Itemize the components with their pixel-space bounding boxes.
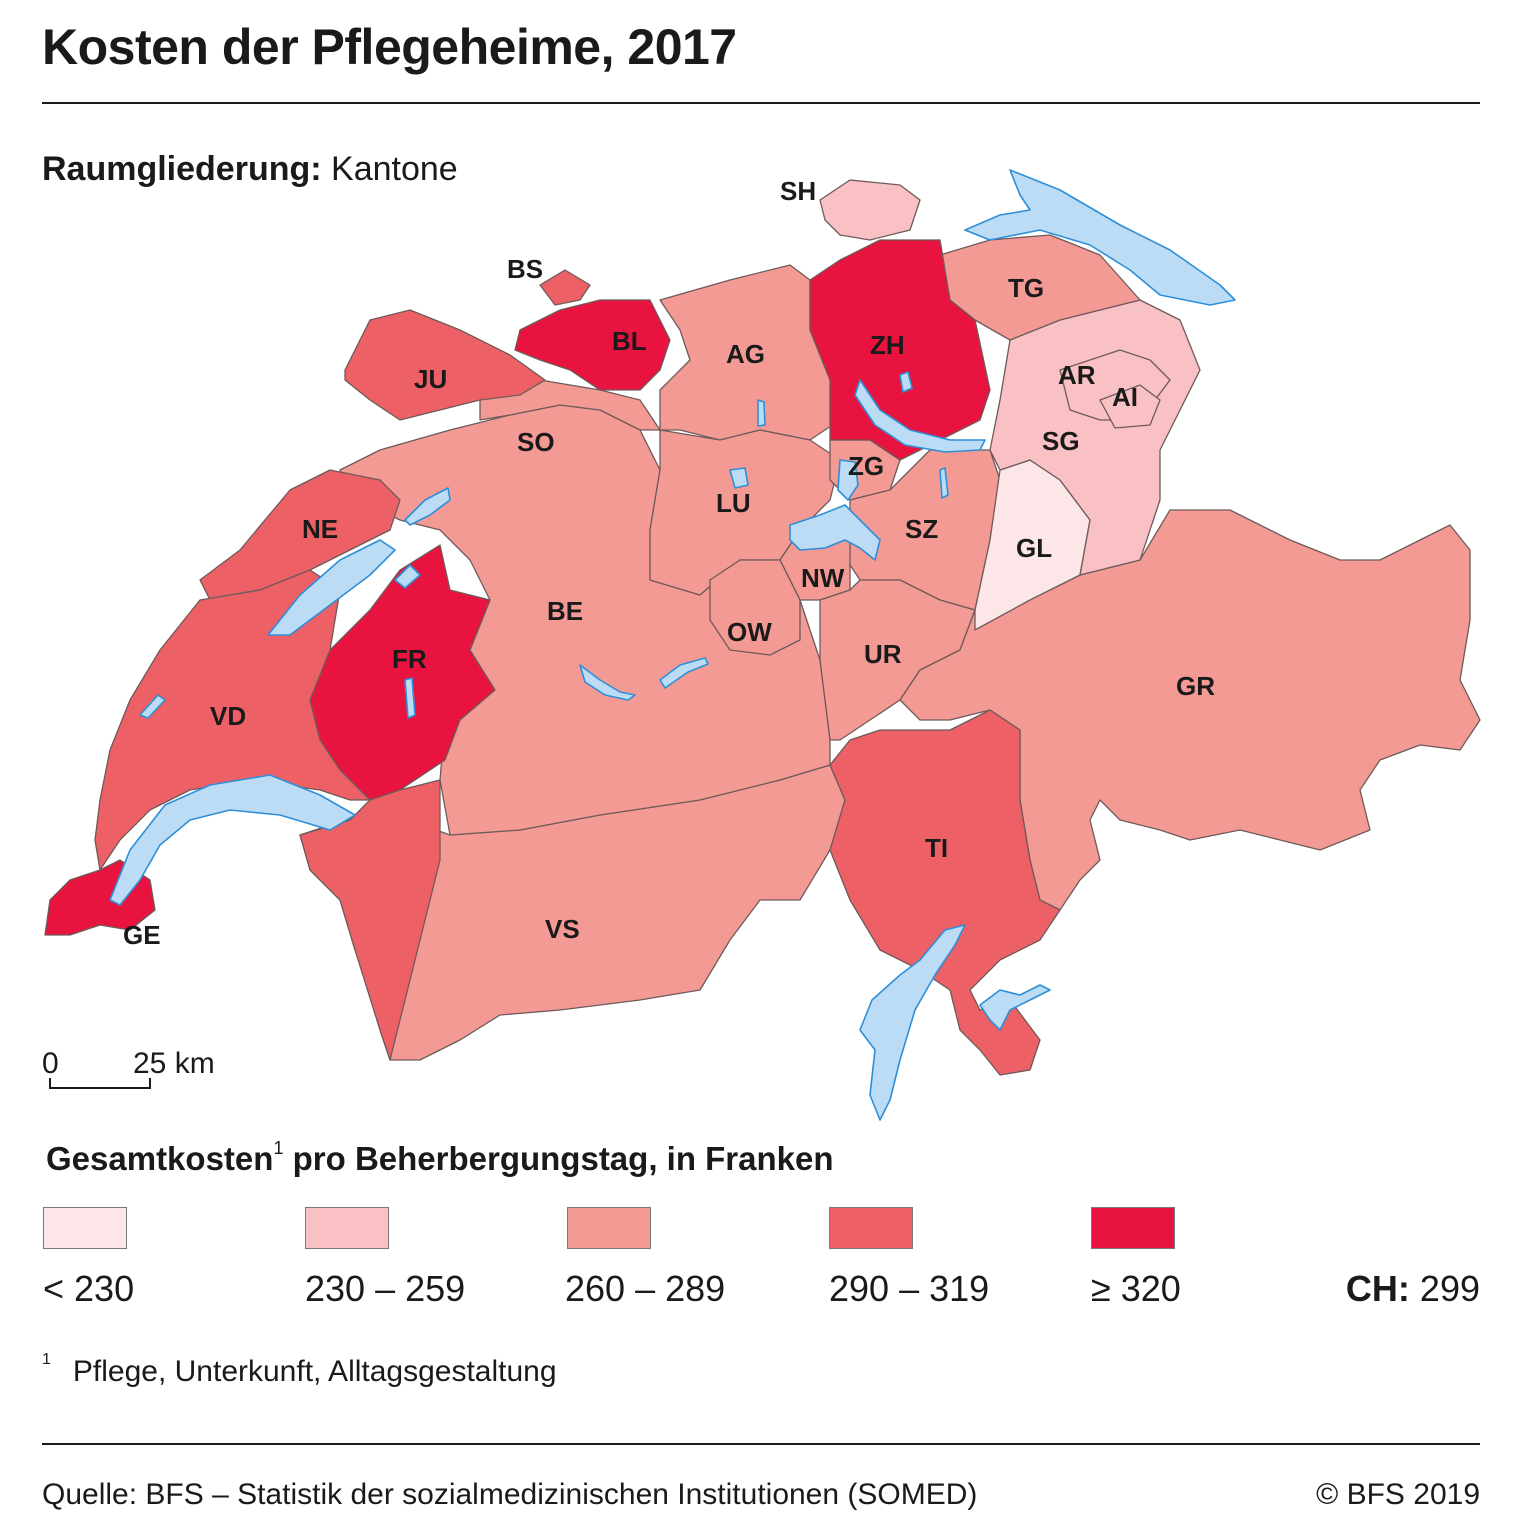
label-AR: AR xyxy=(1058,360,1096,390)
legend-swatch-3 xyxy=(567,1207,651,1249)
subtitle-label: Raumgliederung: xyxy=(42,150,322,188)
label-VD: VD xyxy=(210,701,246,731)
label-ZH: ZH xyxy=(870,330,905,360)
legend-swatch-2 xyxy=(305,1207,389,1249)
label-GL: GL xyxy=(1016,533,1052,563)
label-SZ: SZ xyxy=(905,514,938,544)
canton-AI[interactable] xyxy=(1099,384,1161,429)
lake-sempach xyxy=(729,467,749,489)
label-LU: LU xyxy=(716,488,751,518)
scale-bar: 0 25 km xyxy=(42,1047,215,1089)
canton-BS[interactable] xyxy=(539,269,591,306)
lake-biel xyxy=(404,487,451,526)
scale-start: 0 xyxy=(42,1047,59,1080)
lake-geneva xyxy=(109,774,356,906)
label-AI: AI xyxy=(1112,382,1138,412)
lake-zurich xyxy=(854,379,986,453)
ch-label: CH: xyxy=(1345,1268,1410,1309)
label-BS: BS xyxy=(507,254,543,284)
label-AG: AG xyxy=(726,339,765,369)
page-title: Kosten der Pflegeheime, 2017 xyxy=(42,19,737,75)
lake-walen xyxy=(939,467,949,499)
lake-thun xyxy=(579,664,636,701)
label-ZG: ZG xyxy=(848,451,884,481)
label-NE: NE xyxy=(302,514,338,544)
label-TI: TI xyxy=(925,833,948,863)
legend-title-main: Gesamtkosten xyxy=(46,1140,274,1177)
legend-label-3: 260 – 289 xyxy=(565,1268,726,1309)
lake-lucerne xyxy=(789,504,881,561)
lake-hallwil xyxy=(757,399,766,427)
label-GR: GR xyxy=(1176,671,1215,701)
legend-footnote-mark: 1 xyxy=(273,1138,284,1158)
legend-title-rest: pro Beherbergungstag, in Franken xyxy=(283,1140,834,1177)
label-UR: UR xyxy=(864,639,902,669)
label-OW: OW xyxy=(727,617,772,647)
footnote-mark: 1 xyxy=(42,1351,51,1368)
lake-zug xyxy=(837,459,859,501)
legend-swatch-5 xyxy=(1091,1207,1175,1249)
switzerland-canton-map: SH BS TG BL AG ZH JU AR AI SO SG ZG LU N… xyxy=(42,169,1481,1121)
canton-TI[interactable] xyxy=(829,709,1061,1076)
label-GE: GE xyxy=(123,920,161,950)
footer-divider xyxy=(42,1443,1480,1445)
label-SH: SH xyxy=(780,176,816,206)
ch-value: 299 xyxy=(1419,1268,1480,1309)
legend-swatch-1 xyxy=(43,1207,127,1249)
legend-label-2: 230 – 259 xyxy=(305,1268,466,1309)
label-JU: JU xyxy=(414,364,447,394)
ch-average: CH: 299 xyxy=(1346,1268,1480,1310)
subtitle-value: Kantone xyxy=(331,150,458,188)
lake-maggiore xyxy=(859,924,966,1121)
legend-label-4: 290 – 319 xyxy=(829,1268,990,1309)
canton-BL[interactable] xyxy=(514,299,671,391)
canton-VD[interactable] xyxy=(94,569,441,1061)
scale-end: 25 km xyxy=(133,1047,215,1080)
label-SO: SO xyxy=(517,427,555,457)
label-TG: TG xyxy=(1008,273,1044,303)
lake-constance xyxy=(964,169,1236,306)
lake-neuchatel xyxy=(267,539,396,636)
source-note: Quelle: BFS – Statistik der sozialmedizi… xyxy=(42,1478,978,1511)
canton-OW[interactable] xyxy=(709,559,801,656)
label-BL: BL xyxy=(612,326,647,356)
lake-joux xyxy=(139,694,166,719)
legend-label-5: ≥ 320 xyxy=(1091,1268,1181,1309)
legend-title: Gesamtkosten1 pro Beherbergungstag, in F… xyxy=(46,1138,834,1178)
lake-greifen xyxy=(899,371,913,393)
legend-swatch-4 xyxy=(829,1207,913,1249)
label-VS: VS xyxy=(545,914,580,944)
canton-SH[interactable] xyxy=(819,179,921,241)
label-NW: NW xyxy=(801,563,845,593)
title-divider xyxy=(42,102,1480,104)
copyright: © BFS 2019 xyxy=(1316,1478,1480,1511)
lake-lugano xyxy=(979,984,1051,1031)
lake-murten xyxy=(394,564,421,589)
label-BE: BE xyxy=(547,596,583,626)
subtitle: Raumgliederung: Kantone xyxy=(42,150,458,189)
lake-gruyere xyxy=(404,677,416,719)
lake-brienz xyxy=(659,657,709,689)
label-SG: SG xyxy=(1042,426,1080,456)
canton-JU[interactable] xyxy=(344,309,546,421)
label-FR: FR xyxy=(392,644,427,674)
footnote-text: Pflege, Unterkunft, Alltagsgestaltung xyxy=(72,1355,557,1388)
footnote: 1 Pflege, Unterkunft, Alltagsgestaltung xyxy=(42,1351,557,1389)
legend-label-1: < 230 xyxy=(43,1268,135,1309)
canton-ZH[interactable] xyxy=(809,239,991,461)
